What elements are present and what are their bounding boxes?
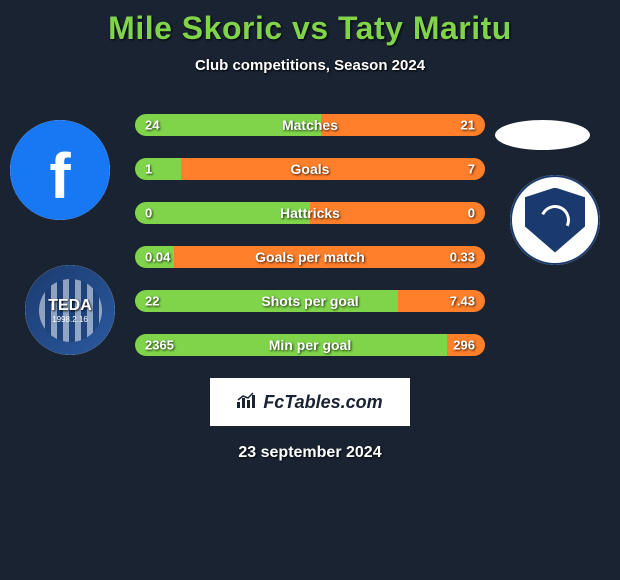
club-left-year: 1998.2.16 bbox=[52, 315, 88, 324]
stat-bar: Min per goal 2365 296 bbox=[135, 334, 485, 356]
stat-row: Goals 1 7 bbox=[0, 158, 620, 180]
stat-value-right: 21 bbox=[461, 118, 475, 133]
stat-label: Min per goal bbox=[269, 337, 351, 353]
stat-value-right: 296 bbox=[453, 338, 475, 353]
stat-bar: Shots per goal 22 7.43 bbox=[135, 290, 485, 312]
stat-row: Matches 24 21 bbox=[0, 114, 620, 136]
stat-bar-left bbox=[135, 158, 181, 180]
stat-value-left: 0 bbox=[145, 206, 152, 221]
stat-label: Matches bbox=[282, 117, 338, 133]
stat-label: Shots per goal bbox=[261, 293, 358, 309]
page-title: Mile Skoric vs Taty Maritu bbox=[0, 10, 620, 47]
stats-list: Matches 24 21 Goals 1 7 Hattricks 0 0 Goals per m… bbox=[0, 114, 620, 356]
stat-value-left: 24 bbox=[145, 118, 159, 133]
stat-value-right: 7.43 bbox=[450, 294, 475, 309]
stat-label: Hattricks bbox=[280, 205, 340, 221]
stat-row: Hattricks 0 0 bbox=[0, 202, 620, 224]
stat-value-left: 0.04 bbox=[145, 250, 170, 265]
date-text: 23 september 2024 bbox=[0, 444, 620, 462]
stat-row: Shots per goal 22 7.43 bbox=[0, 290, 620, 312]
subtitle: Club competitions, Season 2024 bbox=[0, 57, 620, 74]
club-left-name: TEDA bbox=[48, 297, 92, 315]
stat-row: Min per goal 2365 296 bbox=[0, 334, 620, 356]
stat-label: Goals bbox=[291, 161, 330, 177]
stat-label: Goals per match bbox=[255, 249, 365, 265]
chart-icon bbox=[237, 392, 257, 413]
stat-value-right: 0.33 bbox=[450, 250, 475, 265]
stat-value-right: 0 bbox=[468, 206, 475, 221]
stat-value-left: 1 bbox=[145, 162, 152, 177]
fctables-watermark[interactable]: FcTables.com bbox=[210, 378, 410, 426]
stat-value-left: 22 bbox=[145, 294, 159, 309]
stat-bar: Goals 1 7 bbox=[135, 158, 485, 180]
stat-bar: Hattricks 0 0 bbox=[135, 202, 485, 224]
comparison-card: Mile Skoric vs Taty Maritu Club competit… bbox=[0, 0, 620, 462]
stat-value-left: 2365 bbox=[145, 338, 174, 353]
fctables-label: FcTables.com bbox=[263, 392, 382, 413]
stat-value-right: 7 bbox=[468, 162, 475, 177]
stat-bar: Goals per match 0.04 0.33 bbox=[135, 246, 485, 268]
stat-bar: Matches 24 21 bbox=[135, 114, 485, 136]
stat-bar-right bbox=[181, 158, 486, 180]
stat-row: Goals per match 0.04 0.33 bbox=[0, 246, 620, 268]
